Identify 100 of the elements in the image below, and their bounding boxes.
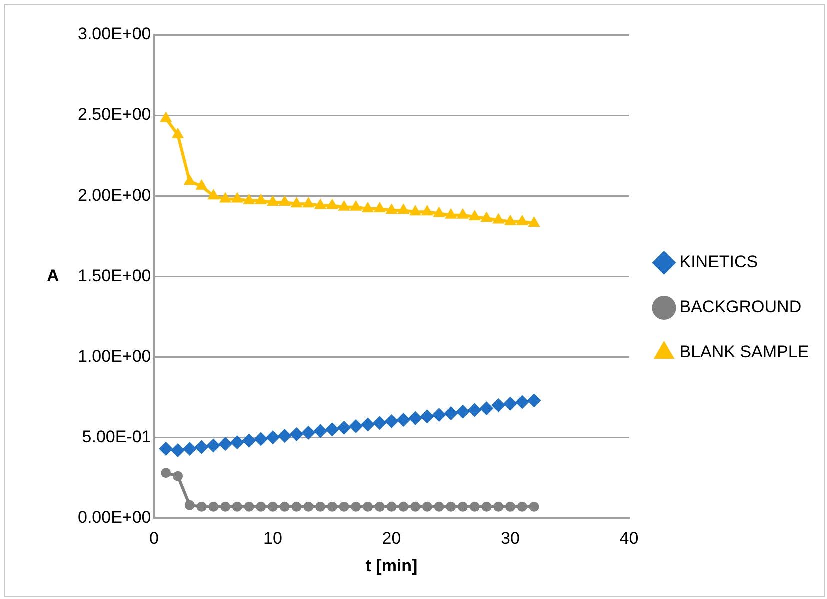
point	[470, 502, 480, 512]
point	[266, 196, 280, 206]
point	[230, 436, 244, 450]
point	[219, 192, 232, 203]
point	[351, 502, 362, 512]
point	[515, 395, 530, 410]
point	[242, 434, 256, 448]
point	[184, 174, 196, 186]
y-tick-label: 2.00E+00	[78, 186, 152, 205]
point	[372, 416, 387, 430]
point	[302, 426, 316, 440]
point	[196, 502, 207, 512]
point	[218, 437, 233, 452]
legend-label: KINETICS	[680, 252, 758, 272]
point	[456, 404, 470, 419]
point	[468, 403, 482, 418]
point	[243, 194, 256, 204]
point	[504, 214, 517, 226]
point	[290, 427, 304, 442]
point	[361, 418, 376, 432]
point	[173, 471, 184, 482]
x-tick-label: 10	[264, 529, 282, 548]
point	[290, 197, 303, 208]
point	[220, 502, 231, 512]
legend-label: BLANK SAMPLE	[680, 342, 810, 362]
point	[182, 442, 197, 456]
point	[316, 502, 326, 512]
point	[398, 502, 409, 512]
point	[244, 502, 254, 512]
point	[338, 200, 350, 211]
point	[384, 414, 399, 429]
point	[278, 196, 291, 206]
point	[172, 128, 184, 138]
point	[232, 502, 242, 512]
point	[278, 429, 292, 444]
y-tick-label: 1.50E+00	[78, 266, 152, 286]
point	[434, 502, 444, 512]
point	[159, 442, 174, 456]
point	[339, 502, 350, 512]
point	[445, 208, 458, 219]
point	[231, 192, 244, 203]
point	[160, 112, 172, 122]
y-tick-label: 3.00E+00	[78, 24, 152, 44]
point	[325, 422, 340, 437]
point	[482, 502, 492, 512]
point	[480, 212, 493, 222]
point	[171, 444, 186, 458]
x-axis-title: t [min]	[366, 556, 418, 576]
point	[504, 396, 518, 411]
point	[254, 432, 268, 446]
point	[255, 194, 268, 204]
x-tick-label: 20	[382, 529, 402, 548]
point	[362, 202, 374, 212]
point	[422, 502, 432, 512]
y-tick-label: 1.00E+00	[78, 346, 152, 366]
point	[432, 408, 446, 422]
point	[516, 214, 528, 226]
point	[196, 179, 208, 190]
point	[314, 424, 328, 438]
point	[408, 411, 423, 426]
y-axis-title: A	[47, 266, 60, 286]
point	[456, 208, 470, 219]
point	[256, 502, 266, 512]
point	[206, 438, 221, 453]
point	[302, 197, 315, 208]
point	[446, 502, 456, 512]
x-tick-label: 0	[150, 529, 159, 548]
point	[420, 410, 434, 424]
point	[386, 204, 398, 214]
point	[304, 502, 314, 512]
point	[529, 502, 540, 512]
point	[444, 406, 458, 421]
point	[208, 502, 219, 512]
point	[184, 500, 195, 510]
point	[363, 502, 374, 512]
y-tick-label: 2.50E+00	[78, 105, 152, 124]
point	[374, 202, 386, 212]
point	[468, 210, 481, 221]
y-tick-label: 5.00E-01	[82, 427, 152, 446]
point	[374, 502, 385, 512]
point	[350, 200, 362, 211]
point	[349, 419, 364, 434]
point	[280, 502, 290, 512]
point	[326, 198, 338, 210]
point	[410, 502, 421, 512]
point	[337, 421, 352, 436]
point	[194, 440, 209, 454]
point	[398, 204, 410, 214]
x-tick-label: 30	[501, 529, 520, 548]
point	[517, 502, 528, 512]
point	[506, 502, 516, 512]
point	[492, 213, 505, 224]
point	[527, 394, 542, 408]
point	[386, 502, 397, 512]
point	[268, 502, 278, 512]
point	[480, 402, 494, 416]
point	[409, 205, 422, 216]
point	[421, 205, 434, 216]
x-tick-label: 40	[620, 529, 639, 548]
point	[161, 468, 172, 478]
